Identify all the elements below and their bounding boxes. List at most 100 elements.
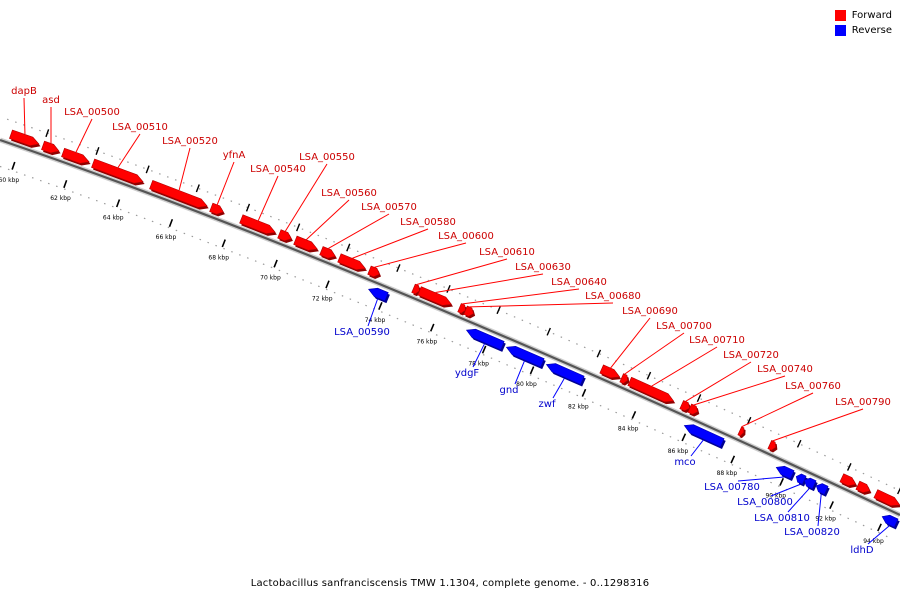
forward-gene-arrow [619, 373, 628, 384]
forward-gene-arrow [41, 140, 60, 154]
forward-gene-leader [772, 408, 864, 442]
scale-tick-label: 74 kbp [365, 317, 386, 324]
scale-tick [779, 477, 785, 486]
genome-caption: Lactobacillus sanfranciscensis TMW 1.130… [250, 578, 650, 589]
forward-track-tick [396, 264, 401, 273]
forward-gene-label: LSA_00710 [689, 335, 745, 346]
scale-tick [529, 366, 535, 375]
reverse-gene-leader [737, 476, 785, 482]
forward-gene-label: LSA_00510 [112, 122, 168, 133]
reverse-gene-leader [472, 343, 485, 368]
backbone-shadow [0, 137, 900, 518]
forward-gene-label: yfnA [223, 150, 246, 161]
reverse-gene-arrow [545, 363, 585, 385]
scale-tick-label: 76 kbp [417, 339, 438, 346]
forward-gene-arrow [367, 265, 380, 278]
forward-gene-arrow [337, 253, 366, 271]
forward-gene-leader [693, 375, 786, 406]
forward-gene-label: LSA_00550 [299, 152, 355, 163]
scale-tick [115, 199, 121, 208]
reverse-gene-label: LSA_00780 [704, 482, 760, 493]
forward-gene-label: LSA_00790 [835, 397, 891, 408]
reverse-gene-label: LSA_00820 [784, 527, 840, 538]
forward-swatch [834, 10, 846, 21]
scale-tick [481, 345, 487, 354]
forward-gene-leader [469, 302, 614, 308]
forward-gene-label: LSA_00580 [400, 217, 456, 228]
reverse-gene-arrow [465, 328, 505, 351]
reverse-gene-label: gnd [499, 385, 518, 396]
reverse-gene-label: LSA_00810 [754, 513, 810, 524]
scale-tick [730, 455, 736, 464]
reverse-swatch [834, 25, 846, 36]
forward-gene-leader [435, 273, 544, 294]
forward-gene-arrow [627, 376, 675, 403]
scale-tick [877, 523, 882, 532]
scale-tick [221, 239, 226, 248]
forward-gene-arrow [463, 305, 474, 317]
legend-reverse: Reverse [834, 23, 892, 38]
forward-gene-label: LSA_00640 [551, 277, 607, 288]
forward-gene-arrow [293, 235, 318, 251]
legend: Forward Reverse [834, 8, 892, 38]
forward-track-tick [646, 371, 652, 380]
reverse-gene-arrow [881, 514, 899, 528]
forward-track-tick [696, 394, 702, 403]
scale-tick-label: 86 kbp [668, 448, 689, 455]
reverse-gene-arrow [803, 477, 817, 490]
forward-gene-arrow [319, 246, 336, 259]
forward-gene-label: dapB [11, 86, 37, 97]
reverse-gene-arrow [795, 473, 807, 485]
scale-tick [581, 388, 587, 397]
forward-gene-arrow [737, 426, 745, 437]
scale-tick [273, 259, 278, 268]
reverse-gene-label: ldhD [850, 545, 873, 556]
forward-gene-leader [306, 199, 350, 241]
forward-gene-leader [216, 161, 235, 205]
reverse-gene-leader [367, 298, 379, 327]
forward-track-tick [446, 284, 451, 293]
forward-gene-leader [685, 361, 752, 402]
reverse-gene-arrow [683, 424, 725, 448]
scale-tick [325, 280, 330, 289]
scale-tick-label: 70 kbp [260, 275, 281, 282]
reverse-gene-leader [787, 488, 810, 513]
reverse-gene-label: mco [674, 457, 695, 468]
forward-track-tick [245, 203, 251, 212]
reverse-gene-arrow [368, 287, 389, 302]
forward-gene-arrow [855, 480, 871, 493]
reverse-gene-leader [690, 439, 704, 457]
forward-gene-leader [328, 213, 390, 249]
scale-tick-label: 88 kbp [717, 470, 738, 477]
reverse-gene-leader [514, 360, 525, 385]
reverse-gene-label: ydgF [455, 368, 480, 379]
forward-gene-arrow [457, 303, 466, 314]
legend-forward: Forward [834, 8, 892, 23]
forward-gene-leader [23, 97, 26, 135]
forward-gene-leader [117, 133, 141, 168]
forward-gene-leader [284, 163, 328, 232]
backbone-line [0, 138, 900, 516]
forward-gene-arrow [209, 202, 224, 215]
forward-gene-arrow [873, 489, 900, 506]
forward-track-tick [596, 349, 602, 358]
forward-track-tick [546, 327, 551, 336]
legend-forward-label: Forward [851, 10, 892, 21]
scale-tick [681, 433, 687, 442]
scale-tick [378, 302, 383, 311]
scale-tick-label: 92 kbp [815, 516, 836, 523]
reverse-gene-leader [867, 525, 890, 545]
scale-tick-label: 72 kbp [312, 295, 333, 302]
forward-track-tick [846, 463, 852, 471]
forward-track-tick [95, 147, 100, 156]
scale-tick-label: 68 kbp [208, 254, 229, 261]
forward-gene-arrow [839, 473, 857, 487]
forward-track-tick [796, 439, 802, 448]
forward-gene-arrow [61, 147, 90, 164]
reverse-gene-label: zwf [539, 399, 556, 410]
reverse-gene-label: LSA_00800 [737, 497, 793, 508]
forward-gene-leader [374, 242, 467, 268]
forward-gene-arrow [687, 403, 699, 415]
legend-reverse-label: Reverse [851, 25, 892, 36]
